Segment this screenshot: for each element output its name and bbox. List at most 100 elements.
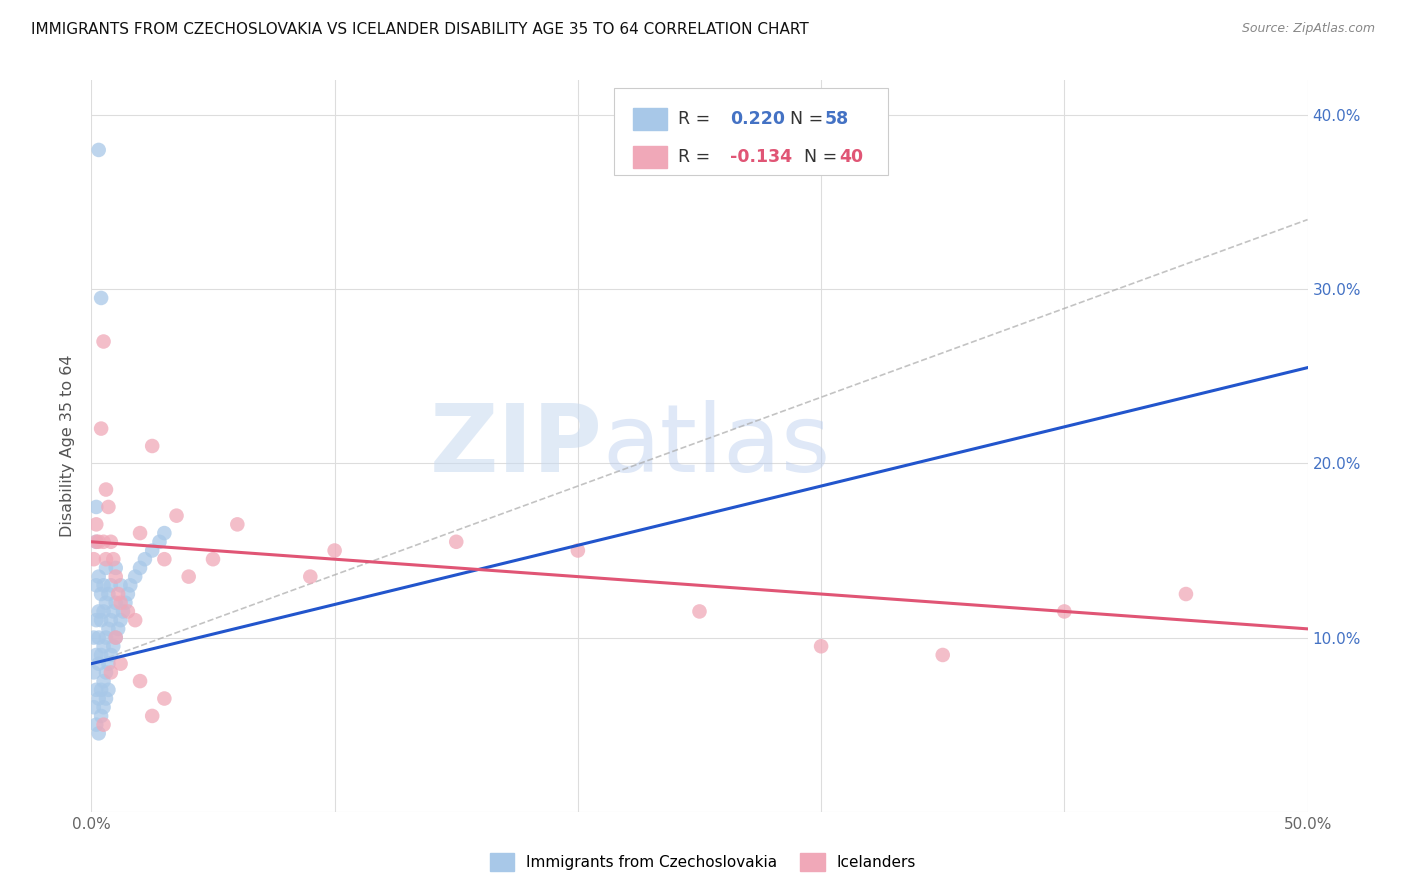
Point: [1053, 604, 1076, 618]
Point: [688, 604, 710, 618]
Point: [141, 439, 163, 453]
Point: [90, 682, 112, 697]
Point: [114, 596, 136, 610]
Point: [94, 691, 117, 706]
Point: [110, 613, 132, 627]
Point: [90, 587, 112, 601]
Point: [107, 587, 129, 601]
Point: [87, 726, 110, 740]
Point: [93, 640, 115, 654]
Point: [84, 613, 107, 627]
Point: [117, 604, 139, 618]
Point: [90, 291, 112, 305]
Point: [97, 587, 120, 601]
Point: [84, 534, 107, 549]
Point: [100, 578, 122, 592]
Point: [148, 534, 170, 549]
Point: [83, 631, 105, 645]
Point: [129, 561, 152, 575]
Point: [97, 500, 120, 514]
Point: [177, 569, 200, 583]
Point: [93, 717, 115, 731]
Point: [153, 552, 176, 566]
Point: [97, 682, 120, 697]
Point: [97, 622, 120, 636]
Point: [90, 421, 112, 435]
Point: [93, 578, 115, 592]
Point: [166, 508, 188, 523]
Point: [810, 640, 832, 654]
Point: [83, 700, 105, 714]
Point: [110, 578, 132, 592]
Point: [90, 613, 112, 627]
Text: atlas: atlas: [602, 400, 831, 492]
Point: [104, 596, 127, 610]
Point: [129, 674, 152, 689]
Point: [84, 534, 107, 549]
Text: R =: R =: [678, 148, 716, 166]
Point: [87, 604, 110, 618]
Text: 0.220: 0.220: [730, 110, 785, 128]
Point: [104, 631, 127, 645]
Bar: [633, 146, 666, 169]
Point: [94, 552, 117, 566]
Text: 58: 58: [825, 110, 849, 128]
Point: [94, 631, 117, 645]
Text: Source: ZipAtlas.com: Source: ZipAtlas.com: [1241, 22, 1375, 36]
Point: [84, 500, 107, 514]
Point: [90, 648, 112, 662]
Text: N =: N =: [793, 148, 842, 166]
Point: [93, 604, 115, 618]
Point: [83, 552, 105, 566]
Text: R =: R =: [678, 110, 716, 128]
Point: [100, 534, 122, 549]
Point: [111, 604, 134, 618]
Point: [87, 534, 110, 549]
FancyBboxPatch shape: [614, 87, 889, 176]
Point: [104, 631, 127, 645]
Point: [103, 640, 125, 654]
Point: [100, 648, 122, 662]
Point: [93, 674, 115, 689]
Text: IMMIGRANTS FROM CZECHOSLOVAKIA VS ICELANDER DISABILITY AGE 35 TO 64 CORRELATION : IMMIGRANTS FROM CZECHOSLOVAKIA VS ICELAN…: [31, 22, 808, 37]
Point: [87, 569, 110, 583]
Point: [129, 526, 152, 541]
Text: -0.134: -0.134: [730, 148, 792, 166]
Point: [100, 665, 122, 680]
Point: [84, 717, 107, 731]
Point: [124, 613, 146, 627]
Point: [87, 657, 110, 671]
Point: [84, 517, 107, 532]
Point: [1175, 587, 1198, 601]
Point: [141, 709, 163, 723]
Y-axis label: Disability Age 35 to 64: Disability Age 35 to 64: [60, 355, 76, 537]
Point: [87, 691, 110, 706]
Point: [134, 552, 156, 566]
Text: ZIP: ZIP: [429, 400, 602, 492]
Point: [226, 517, 249, 532]
Point: [104, 561, 127, 575]
Point: [117, 587, 139, 601]
Point: [84, 648, 107, 662]
Point: [100, 613, 122, 627]
Point: [153, 526, 176, 541]
Point: [94, 596, 117, 610]
Point: [97, 657, 120, 671]
Point: [90, 709, 112, 723]
Point: [87, 631, 110, 645]
Point: [94, 665, 117, 680]
Point: [299, 569, 322, 583]
Point: [931, 648, 953, 662]
Point: [93, 534, 115, 549]
Point: [93, 334, 115, 349]
Bar: [633, 108, 666, 129]
Point: [83, 665, 105, 680]
Point: [84, 682, 107, 697]
Point: [94, 483, 117, 497]
Point: [103, 604, 125, 618]
Point: [124, 569, 146, 583]
Point: [104, 569, 127, 583]
Text: 40: 40: [839, 148, 863, 166]
Point: [107, 622, 129, 636]
Point: [444, 534, 467, 549]
